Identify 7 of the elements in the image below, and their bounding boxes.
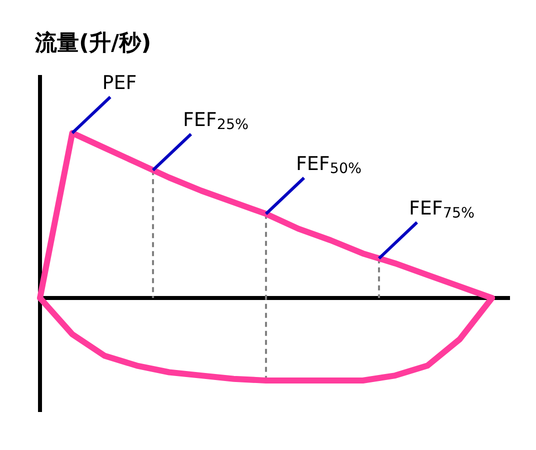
annotation: FEF$_{75%}$ <box>409 197 475 222</box>
annotation: PEF <box>71 72 137 134</box>
annotation: FEF$_{50%}$ <box>264 152 362 215</box>
annotation: FEF$_{50%}$ <box>296 152 362 177</box>
annotation: FEF$_{25%}$ <box>152 109 249 172</box>
chart-title: 流量(升/秒) <box>34 30 152 56</box>
annotation: FEF$_{75%}$ <box>378 197 475 260</box>
